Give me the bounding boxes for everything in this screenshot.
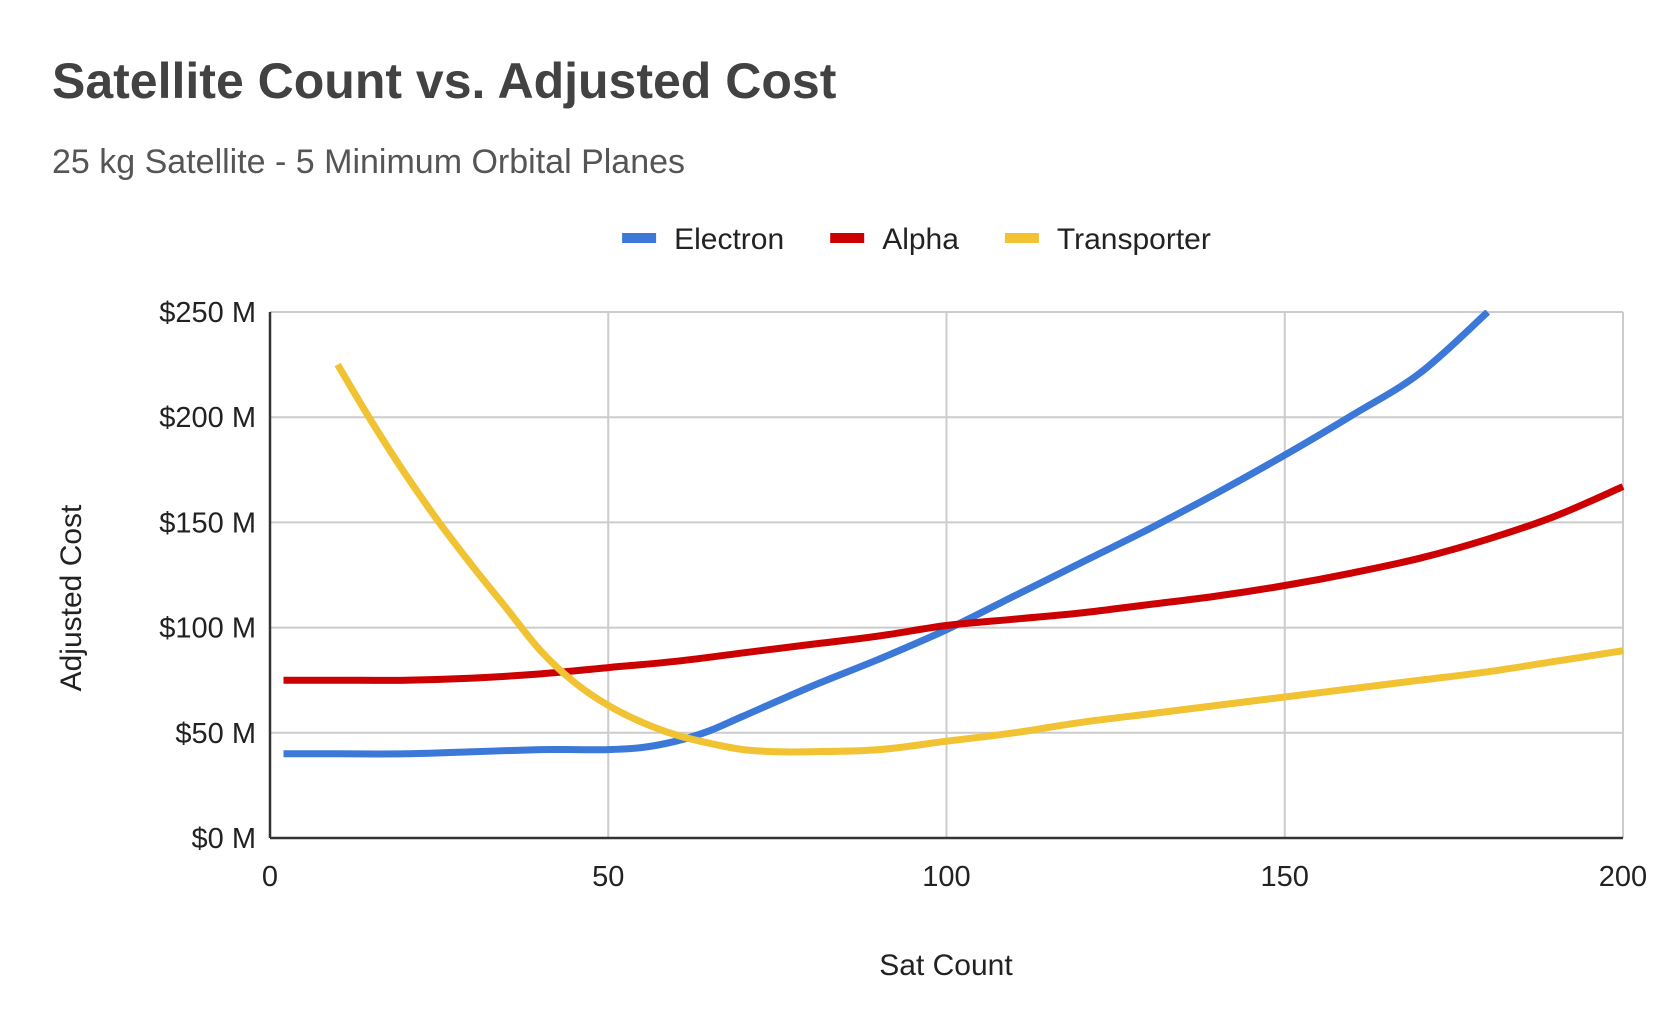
legend: Electron Alpha Transporter — [622, 223, 1211, 256]
y-tick-label: $250 M — [159, 297, 256, 329]
tick-labels: $0 M $50 M $100 M $150 M $200 M $250 M 0 50 100 1… — [159, 297, 1647, 893]
y-tick-label: $0 M — [192, 823, 256, 855]
legend-label: Electron — [674, 223, 784, 256]
x-tick-label: 50 — [592, 861, 624, 893]
chart-title: Satellite Count vs. Adjusted Cost — [52, 53, 837, 109]
legend-swatch — [622, 233, 657, 243]
y-tick-label: $50 M — [175, 718, 256, 750]
series-line-alpha — [283, 483, 1625, 684]
legend-swatch — [830, 233, 865, 243]
series-line-electron — [283, 310, 1491, 758]
y-tick-label: $200 M — [159, 402, 256, 434]
gridlines — [270, 311, 1624, 838]
y-tick-label: $150 M — [159, 507, 256, 539]
x-tick-label: 150 — [1261, 861, 1309, 893]
series-line-transporter — [334, 362, 1624, 756]
y-tick-label: $100 M — [159, 613, 256, 645]
x-tick-label: 200 — [1599, 861, 1647, 893]
x-tick-label: 0 — [262, 861, 278, 893]
legend-item-transporter: Transporter — [1004, 223, 1211, 256]
x-tick-label: 100 — [922, 861, 970, 893]
y-axis-title: Adjusted Cost — [55, 504, 88, 691]
series-lines — [283, 310, 1625, 758]
legend-swatch — [1004, 233, 1039, 243]
legend-item-alpha: Alpha — [830, 223, 959, 256]
axes — [268, 312, 1623, 840]
chart-subtitle: 25 kg Satellite - 5 Minimum Orbital Plan… — [52, 143, 686, 181]
x-axis-title: Sat Count — [879, 949, 1013, 982]
legend-label: Transporter — [1057, 223, 1211, 256]
legend-item-electron: Electron — [622, 223, 784, 256]
legend-label: Alpha — [882, 223, 959, 256]
